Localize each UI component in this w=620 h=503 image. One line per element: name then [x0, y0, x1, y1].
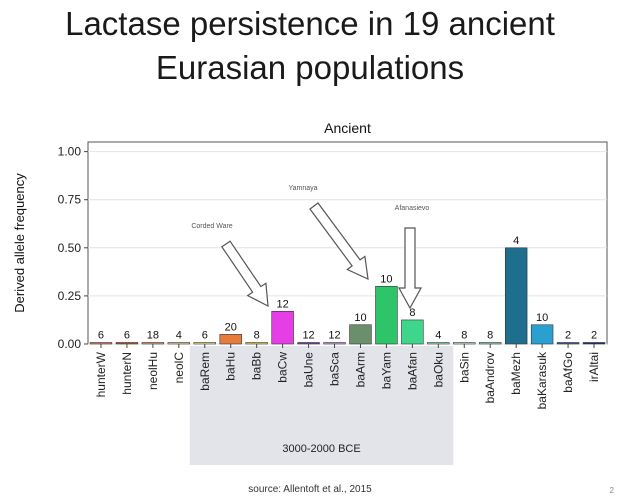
sample-size-label-baAndrov: 8 [487, 330, 493, 342]
bar-baAfGo [556, 342, 580, 345]
bar-irAltai [582, 342, 606, 345]
sample-size-label-baHu: 20 [225, 321, 237, 333]
x-tick-label-baBb: baBb [250, 352, 264, 380]
chart-title: Ancient [324, 120, 371, 136]
sample-size-label-hunterW: 6 [98, 330, 104, 342]
sample-size-label-baAfan: 8 [409, 307, 415, 319]
annotation-arrow-baAfan [397, 227, 423, 310]
sample-size-label-baBb: 8 [254, 330, 260, 342]
y-axis-label: Derived allele frequency [12, 173, 27, 313]
bar-hunterW [89, 342, 113, 345]
y-tick-label: 1.00 [58, 145, 82, 159]
x-tick-label-neolC: neolC [172, 352, 186, 384]
y-tick-label: 0.75 [58, 193, 82, 207]
x-tick-label-baKarasuk: baKarasuk [535, 351, 549, 409]
bar-neolC [167, 342, 191, 345]
x-tick-label-baMezh: baMezh [509, 352, 523, 395]
bar-baUne [297, 342, 320, 345]
sample-size-label-baKarasuk: 10 [536, 312, 548, 324]
x-tick-label-baCw: baCw [276, 352, 290, 383]
x-tick-label-baSca: baSca [328, 352, 342, 386]
slide-title: Lactase persistence in 19 ancient Eurasi… [0, 2, 620, 90]
bar-baAndrov [479, 342, 502, 345]
annotation-arrow-baCw [221, 240, 269, 308]
source-citation: source: Allentoft et al., 2015 [248, 484, 372, 495]
annotation-label-baAfan: Afanasievo [395, 205, 430, 212]
sample-size-label-irAltai: 2 [591, 330, 597, 342]
x-tick-label-irAltai: irAltai [587, 352, 601, 382]
x-tick-label-baHu: baHu [224, 352, 238, 381]
x-tick-label-baAfan: baAfan [405, 352, 419, 390]
bar-neolHu [141, 342, 165, 345]
bar-baKarasuk [530, 324, 554, 345]
sample-size-label-baCw: 12 [277, 298, 289, 310]
y-tick-label: 0.50 [58, 241, 82, 255]
sample-size-label-baYam: 10 [380, 273, 392, 285]
bar-baSca [323, 342, 346, 345]
sample-size-label-baSin: 8 [461, 330, 467, 342]
bar-baOku [427, 342, 450, 345]
x-tick-label-baAfGo: baAfGo [561, 352, 575, 393]
annotation-arrow-baYam [309, 202, 369, 281]
page-number: 2 [609, 486, 614, 495]
y-tick-label: 0.25 [58, 289, 82, 303]
slide-title-line-1: Lactase persistence in 19 ancient [65, 5, 555, 42]
period-band [189, 346, 454, 465]
sample-size-label-baUne: 12 [302, 330, 314, 342]
sample-size-label-baOku: 4 [435, 330, 441, 342]
x-tick-label-baUne: baUne [302, 352, 316, 388]
sample-size-label-neolC: 4 [176, 330, 182, 342]
annotation-label-baCw: Corded Ware [191, 223, 232, 230]
x-tick-label-baRem: baRem [198, 352, 212, 391]
sample-size-label-baMezh: 4 [513, 235, 519, 247]
sample-size-label-baAfGo: 2 [565, 330, 571, 342]
x-tick-label-hunterW: hunterW [94, 351, 108, 397]
bar-baSin [453, 342, 476, 345]
period-band-label: 3000-2000 BCE [282, 443, 360, 455]
bar-baCw [271, 310, 294, 345]
sample-size-label-hunterN: 6 [124, 330, 130, 342]
x-tick-label-baSin: baSin [457, 352, 471, 383]
bar-baRem [193, 342, 216, 345]
annotation-label-baYam: Yamnaya [288, 185, 317, 192]
x-tick-label-baYam: baYam [379, 352, 393, 389]
x-tick-label-hunterN: hunterN [120, 352, 134, 395]
bar-baArm [349, 324, 372, 345]
bar-baHu [219, 334, 242, 345]
bar-baAfan [401, 319, 424, 345]
bar-hunterN [115, 342, 139, 345]
slide-title-line-2: Eurasian populations [155, 49, 465, 86]
bar-baYam [375, 285, 398, 345]
bar-baBb [245, 342, 268, 345]
sample-size-label-neolHu: 18 [147, 330, 159, 342]
bar-baMezh [504, 247, 528, 345]
sample-size-label-baSca: 12 [328, 330, 340, 342]
x-tick-label-neolHu: neolHu [146, 352, 160, 390]
sample-size-label-baArm: 10 [354, 312, 366, 324]
x-tick-label-baArm: baArm [353, 352, 367, 387]
sample-size-label-baRem: 6 [202, 330, 208, 342]
x-tick-label-baOku: baOku [431, 352, 445, 387]
y-tick-label: 0.00 [58, 337, 82, 351]
x-tick-label-baAndrov: baAndrov [483, 352, 497, 403]
